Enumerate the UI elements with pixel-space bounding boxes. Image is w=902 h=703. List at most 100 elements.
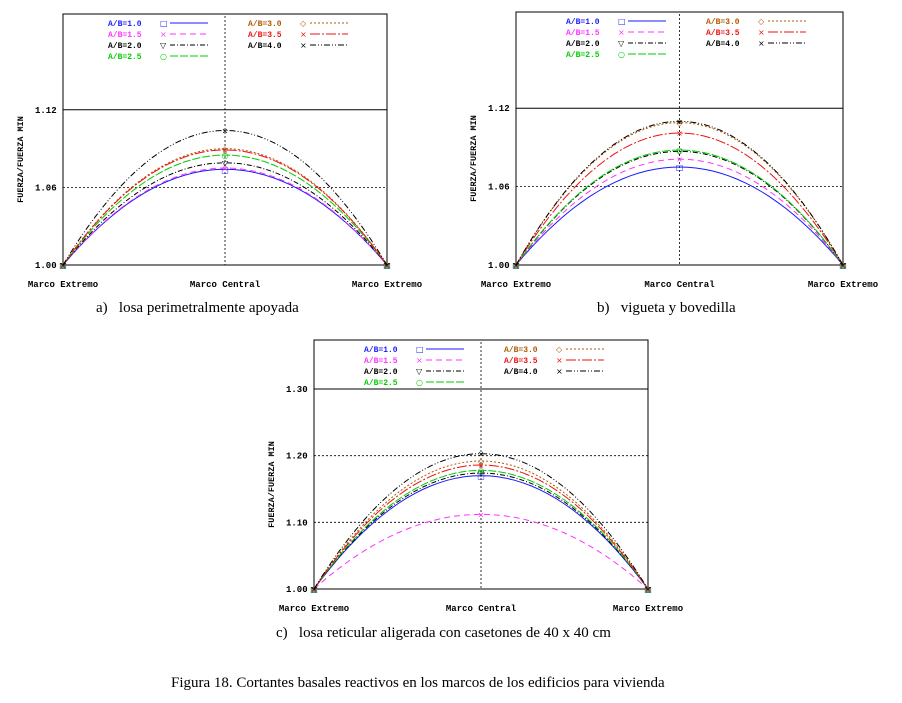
data-point: ○ (645, 585, 652, 594)
x-tick-label: Marco Central (644, 280, 715, 290)
legend-label: A/B=1.5 (364, 357, 398, 366)
chart-b-vigueta-bovedilla: 1.00 1.06 1.12 Marco Extremo Marco Central Ma… (469, 11, 878, 290)
data-point: × (311, 585, 318, 594)
data-point: ◇ (60, 261, 67, 270)
caption-a-text: losa perimetralmente apoyada (118, 300, 299, 316)
data-point: × (840, 261, 847, 270)
series-line-A/B=1.5 (515, 158, 844, 266)
data-point: × (222, 146, 229, 155)
data-point: × (384, 261, 391, 270)
data-point: ▽ (513, 261, 520, 270)
caption-c-text: losa reticular aligerada con casetones d… (298, 625, 611, 641)
y-tick-label: 1.00 (35, 261, 57, 271)
legend-marker: × (160, 30, 167, 39)
x-tick-label: Marco Central (190, 280, 261, 290)
series-line-A/B=2.5 (62, 154, 388, 266)
legend-marker: ○ (160, 52, 167, 61)
legend-marker: × (618, 28, 625, 37)
y-tick-label: 1.20 (286, 452, 308, 462)
legend-label: A/B=1.0 (364, 346, 398, 355)
legend-label: A/B=4.0 (504, 368, 538, 377)
legend-marker: □ (416, 345, 424, 354)
legend-label: A/B=2.0 (566, 40, 600, 49)
data-point: □ (512, 261, 520, 270)
data-point: □ (221, 165, 229, 174)
y-axis-label: FUERZA/FUERZA MIN (469, 115, 479, 202)
legend-label: A/B=3.0 (706, 18, 740, 27)
y-tick-label: 1.12 (488, 104, 510, 114)
data-point: □ (477, 472, 485, 481)
data-point: ▽ (478, 469, 485, 478)
data-point: □ (383, 261, 391, 270)
data-point: × (676, 129, 683, 138)
legend-label: A/B=3.0 (504, 346, 538, 355)
data-point: ◇ (513, 261, 520, 270)
series-line-A/B=2.0 (62, 162, 388, 266)
legend-marker: ▽ (416, 367, 423, 376)
data-point: × (222, 164, 229, 173)
legend-label: A/B=3.5 (706, 29, 740, 38)
series-line-A/B=4.0 (62, 129, 388, 266)
y-axis-label: FUERZA/FUERZA MIN (16, 116, 26, 203)
y-tick-label: 1.00 (488, 261, 510, 271)
data-point: ◇ (478, 457, 485, 466)
data-point: × (60, 261, 67, 270)
legend-marker: × (758, 28, 765, 37)
data-point: × (384, 261, 391, 270)
legend-marker: ◇ (556, 345, 563, 354)
legend-marker: × (556, 356, 563, 365)
legend-marker: ○ (416, 378, 423, 387)
legend-label: A/B=3.5 (504, 357, 538, 366)
y-axis-label: FUERZA/FUERZA MIN (267, 441, 277, 528)
legend-label: A/B=2.0 (108, 42, 142, 51)
plot-frame (313, 339, 649, 590)
legend-marker: ○ (618, 50, 625, 59)
y-tick-label: 1.12 (35, 106, 57, 116)
y-tick-label: 1.00 (286, 585, 308, 595)
series-line-A/B=3.0 (62, 148, 388, 266)
data-point: × (311, 585, 318, 594)
data-point: ○ (222, 151, 229, 160)
data-point: ◇ (222, 145, 229, 154)
series-line-A/B=1.0 (515, 166, 844, 266)
x-tick-label: Marco Extremo (613, 604, 683, 614)
series-line-A/B=2.5 (515, 149, 844, 266)
data-point: ○ (840, 261, 847, 270)
legend-marker: × (416, 356, 423, 365)
x-tick-label: Marco Extremo (352, 280, 422, 290)
legend-marker: ▽ (618, 39, 625, 48)
legend-marker: ◇ (758, 17, 765, 26)
data-point: × (222, 126, 229, 135)
data-point: × (645, 585, 652, 594)
legend-marker: × (300, 41, 307, 50)
data-point: □ (310, 585, 318, 594)
data-point: □ (676, 163, 684, 172)
data-point: ▽ (60, 261, 67, 270)
legend-marker: × (758, 39, 765, 48)
data-point: × (676, 155, 683, 164)
data-point: × (840, 261, 847, 270)
data-point: × (60, 261, 67, 270)
x-tick-label: Marco Extremo (481, 280, 551, 290)
data-point: × (676, 117, 683, 126)
series-line-A/B=1.0 (313, 475, 649, 590)
data-point: × (384, 261, 391, 270)
data-point: □ (59, 261, 67, 270)
data-point: □ (839, 261, 847, 270)
y-tick-label: 1.30 (286, 385, 308, 395)
data-point: ▽ (384, 261, 391, 270)
data-point: ◇ (676, 119, 683, 128)
caption-c: c) losa reticular aligerada con casetone… (276, 625, 611, 642)
data-point: ◇ (645, 585, 652, 594)
legend-label: A/B=2.5 (364, 379, 398, 388)
legend-label: A/B=2.5 (566, 51, 600, 60)
legend-label: A/B=1.0 (566, 18, 600, 27)
legend-label: A/B=3.0 (248, 20, 282, 29)
data-point: ○ (60, 261, 67, 270)
data-point: ▽ (222, 159, 229, 168)
legend-label: A/B=2.0 (364, 368, 398, 377)
legend-marker: × (556, 367, 563, 376)
data-point: × (478, 510, 485, 519)
legend-marker: □ (618, 17, 626, 26)
series-line-A/B=1.5 (62, 167, 388, 266)
